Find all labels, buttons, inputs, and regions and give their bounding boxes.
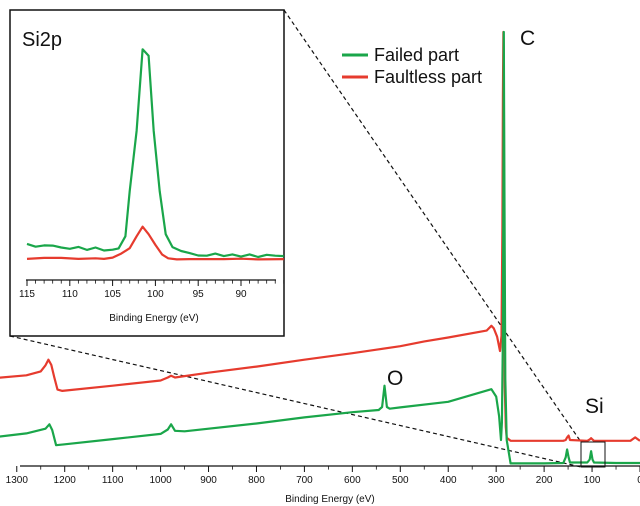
- main-x-axis-tick-label-900: 900: [200, 475, 217, 486]
- zoom-connector-bottom: [9, 335, 582, 468]
- main-x-axis-tick-label-500: 500: [392, 475, 409, 486]
- main-x-axis-tick-label-100: 100: [584, 475, 601, 486]
- inset-series-line-faultless-part: [26, 225, 284, 261]
- inset-x-axis: 115 110 105 100 95 90: [19, 279, 285, 300]
- series-line-faultless-part: [0, 30, 640, 442]
- inset-x-axis-tick-label-90: 90: [235, 289, 247, 300]
- main-x-axis-tick-label-0: 0: [637, 475, 640, 486]
- main-x-axis-tick-label-700: 700: [296, 475, 313, 486]
- inset-x-axis-tick-label-95: 95: [193, 289, 205, 300]
- inset-x-axis-tick-label-105: 105: [104, 289, 121, 300]
- main-x-axis-tick-label-1100: 1100: [102, 475, 124, 486]
- inset-x-axis-tick-label-115: 115: [19, 289, 35, 300]
- main-x-axis-tick-label-200: 200: [536, 475, 553, 486]
- inset-panel: Si2p 115 110 105 100 95 90 Binding Energy (eV…: [9, 9, 285, 337]
- main-x-axis-tick-label-800: 800: [248, 475, 265, 486]
- main-x-axis-tick-label-300: 300: [488, 475, 505, 486]
- main-x-axis-tick-label-1000: 1000: [149, 475, 172, 486]
- peak-label-c: C: [520, 27, 535, 50]
- main-x-axis: 1300 1200 1100 1000 900 800 700 600 500 400 300 200…: [6, 465, 640, 486]
- main-x-axis-title: Binding Energy (eV): [285, 494, 375, 505]
- main-x-axis-tick-label-1300: 1300: [6, 475, 29, 486]
- inset-x-axis-title: Binding Energy (eV): [109, 313, 199, 324]
- inset-series-line-failed-part: [26, 48, 284, 259]
- inset-title: Si2p: [22, 29, 62, 51]
- legend-label-failed-part: Failed part: [374, 45, 459, 65]
- main-x-axis-tick-label-600: 600: [344, 475, 361, 486]
- inset-frame: [9, 9, 285, 337]
- main-plot: [0, 30, 640, 465]
- peak-label-o: O: [387, 367, 403, 390]
- si-zoom-box: [580, 441, 606, 468]
- main-x-axis-tick-label-400: 400: [440, 475, 457, 486]
- zoom-connector-top: [283, 9, 582, 443]
- legend-label-faultless-part: Faultless part: [374, 67, 482, 87]
- inset-x-axis-tick-label-110: 110: [62, 289, 78, 300]
- series-line-failed-part: [0, 30, 640, 465]
- legend: Failed part Faultless part: [342, 45, 482, 87]
- peak-label-si: Si: [585, 395, 604, 418]
- inset-x-axis-tick-label-100: 100: [147, 289, 164, 300]
- main-x-axis-tick-label-1200: 1200: [54, 475, 77, 486]
